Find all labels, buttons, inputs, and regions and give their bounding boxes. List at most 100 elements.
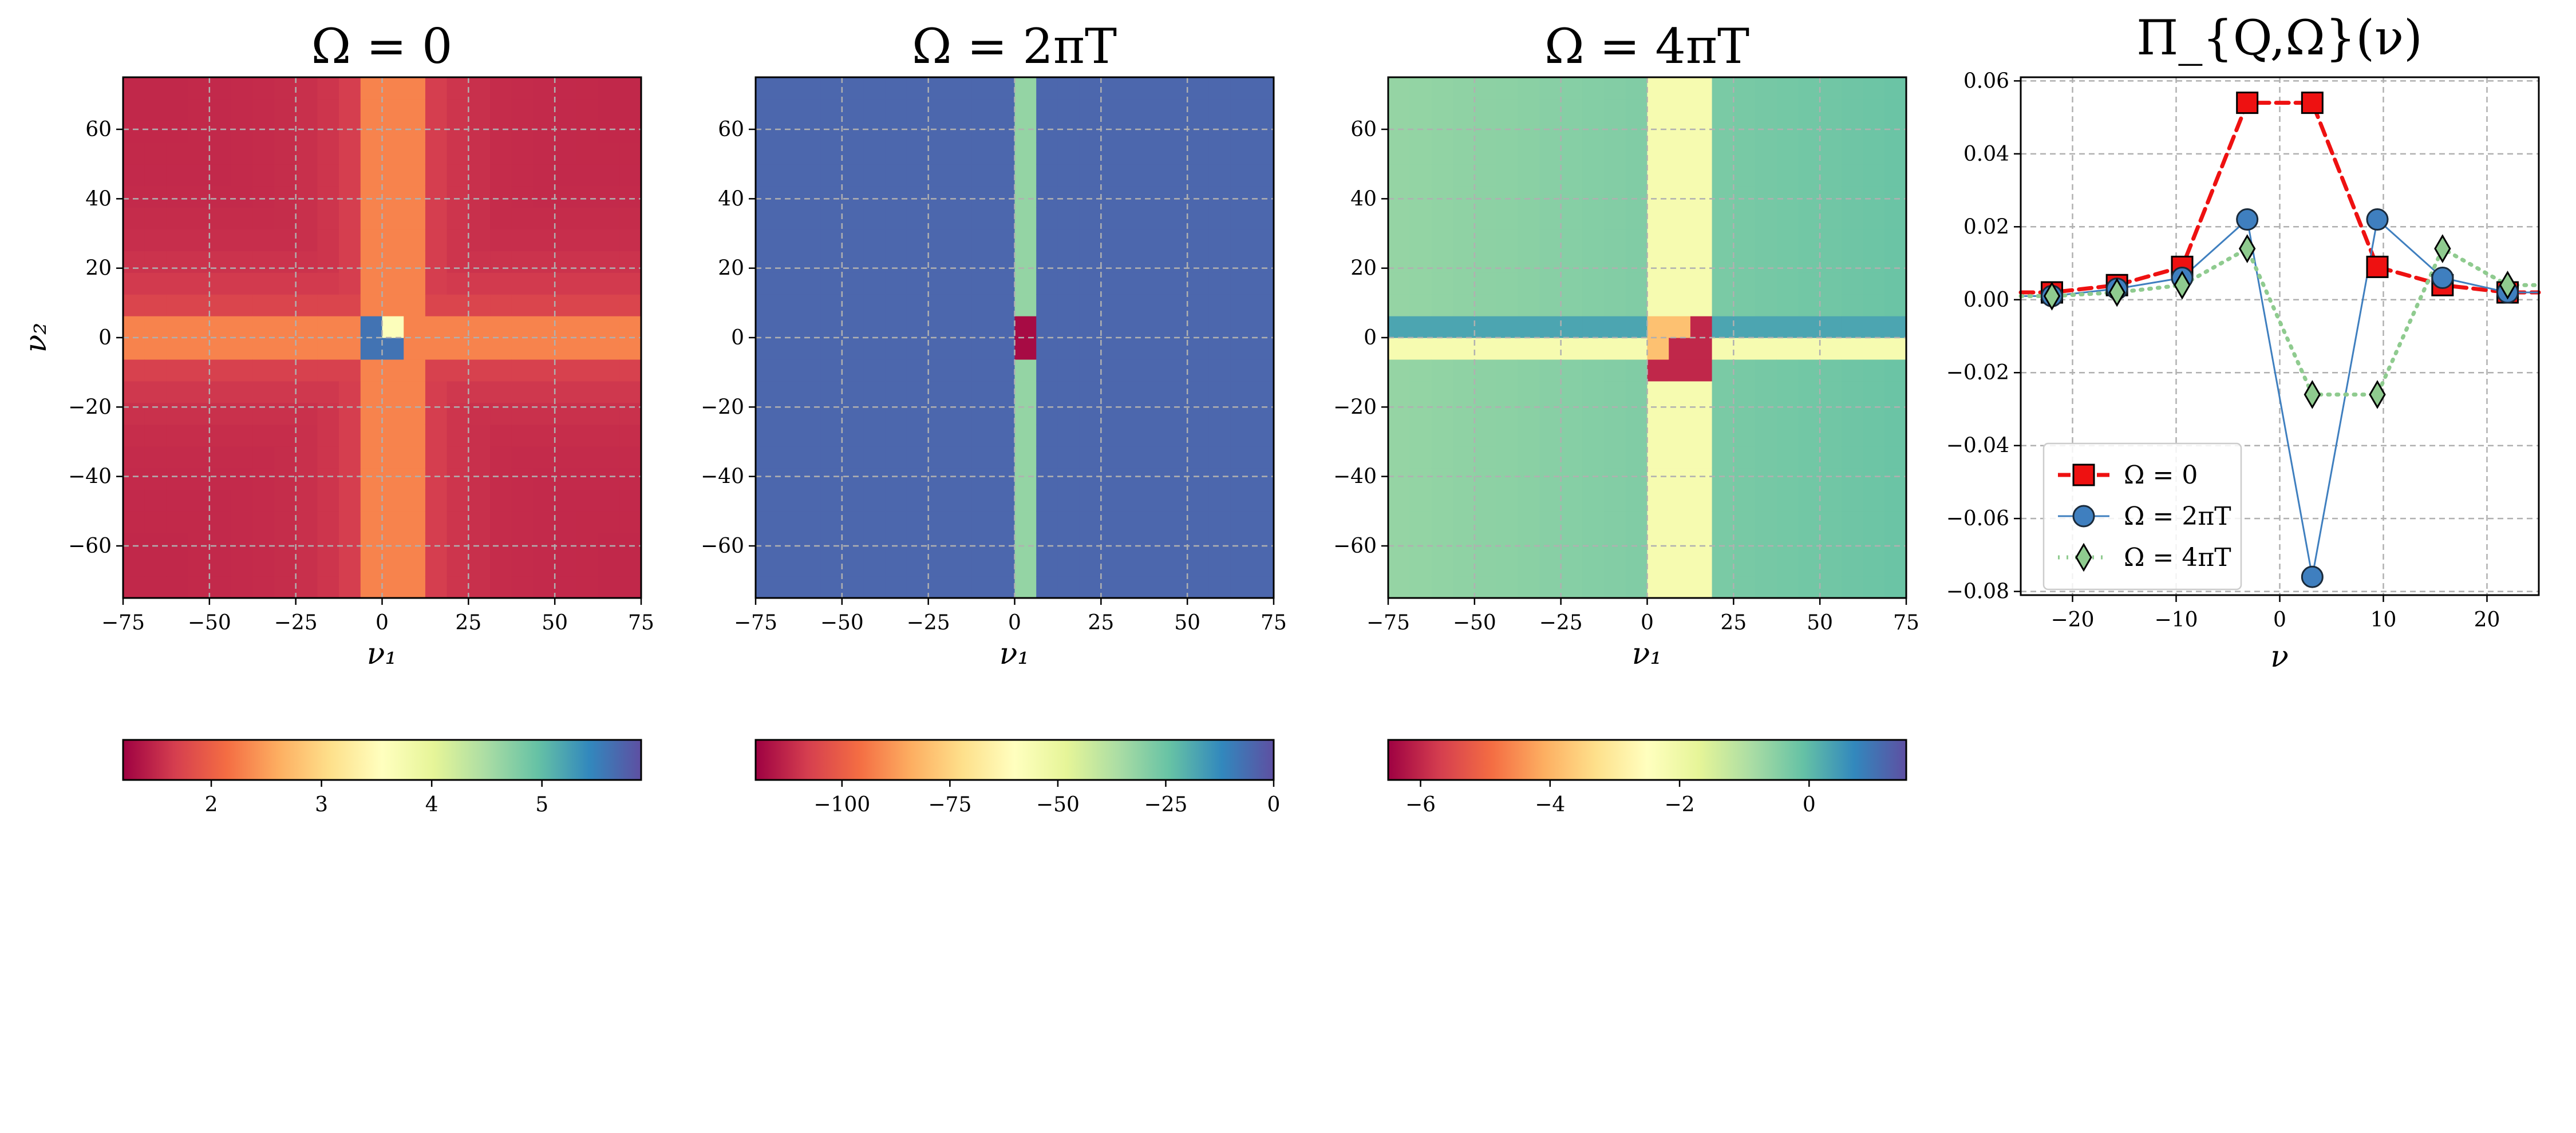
heatmap-cell	[841, 164, 864, 187]
heatmap-cell	[533, 272, 555, 295]
heatmap-cell	[1123, 533, 1145, 555]
heatmap-cell	[295, 446, 318, 469]
y-tick-label: −20	[68, 395, 112, 419]
heatmap-cell	[1863, 381, 1885, 403]
heatmap-cell	[885, 576, 907, 599]
heatmap-cell	[1604, 77, 1626, 100]
heatmap-cell	[295, 77, 318, 100]
heatmap-cell	[598, 554, 620, 577]
heatmap-cell	[1625, 468, 1648, 490]
heatmap-cell	[339, 142, 361, 165]
heatmap-cell	[533, 381, 555, 403]
heatmap-cell	[490, 424, 512, 447]
heatmap-cell	[619, 446, 642, 469]
heatmap-cell	[188, 338, 210, 360]
heatmap-cell	[1123, 98, 1145, 121]
heatmap-cell	[1014, 294, 1037, 316]
heatmap-cell	[317, 511, 339, 533]
heatmap-cell	[1560, 98, 1583, 121]
heatmap-cell	[598, 576, 620, 599]
heatmap-cell	[950, 164, 972, 187]
heatmap-cell	[1388, 272, 1411, 295]
heatmap-cell	[447, 294, 469, 316]
heatmap-cell	[252, 489, 275, 512]
heatmap-cell	[799, 511, 821, 533]
heatmap-cell	[1884, 381, 1907, 403]
heatmap-cell	[339, 554, 361, 577]
heatmap-cell	[1252, 446, 1274, 469]
heatmap-cell	[1230, 576, 1253, 599]
heatmap-cell	[188, 251, 210, 273]
heatmap-cell	[1712, 489, 1734, 512]
heatmap-cell	[1123, 446, 1145, 469]
heatmap-cell	[1079, 511, 1101, 533]
heatmap-cell	[576, 120, 599, 143]
heatmap-cell	[1388, 251, 1411, 273]
heatmap-cell	[928, 229, 950, 251]
heatmap-cell	[382, 533, 404, 555]
heatmap-cell	[1187, 468, 1210, 490]
heatmap-cell	[533, 77, 555, 100]
heatmap-cell	[1560, 381, 1583, 403]
heatmap-cell	[555, 402, 577, 425]
heatmap-cell	[1647, 402, 1669, 425]
heatmap-cell	[1453, 446, 1475, 469]
heatmap-cell	[1560, 576, 1583, 599]
heatmap-cell	[490, 554, 512, 577]
heatmap-cell	[1798, 359, 1820, 382]
heatmap-cell	[1431, 251, 1453, 273]
y-tick-label: 20	[1350, 257, 1377, 280]
heatmap-cell	[1798, 489, 1820, 512]
heatmap-cell	[1144, 251, 1167, 273]
heatmap-cell	[1496, 489, 1518, 512]
heatmap-cell	[1884, 402, 1907, 425]
heatmap-cell	[1431, 338, 1453, 360]
heatmap-cell	[1582, 533, 1605, 555]
heatmap-cell	[1079, 446, 1101, 469]
heatmap-cell	[339, 272, 361, 295]
heatmap-cell	[1187, 229, 1210, 251]
heatmap-cell	[555, 207, 577, 230]
y-tick-label: 0.04	[1963, 142, 2009, 166]
heatmap-cell	[1036, 533, 1058, 555]
heatmap-cell	[317, 294, 339, 316]
heatmap-cell	[841, 229, 864, 251]
heatmap-cell	[1144, 207, 1167, 230]
heatmap-cell	[1014, 164, 1037, 187]
heatmap-cell	[576, 142, 599, 165]
heatmap-cell	[820, 272, 843, 295]
heatmap-cell	[123, 185, 145, 208]
heatmap-cell	[1208, 402, 1231, 425]
heatmap-cell	[382, 359, 404, 382]
heatmap-cell	[1841, 77, 1864, 100]
heatmap-cell	[360, 272, 383, 295]
y-tick-label: −0.04	[1946, 434, 2009, 458]
heatmap-cell	[1884, 142, 1907, 165]
heatmap-cell	[1604, 381, 1626, 403]
heatmap-cell	[1474, 142, 1497, 165]
heatmap-cell	[447, 533, 469, 555]
heatmap-cell	[1474, 251, 1497, 273]
heatmap-cell	[1252, 120, 1274, 143]
heatmap-cell	[252, 359, 275, 382]
heatmap-cell	[1820, 120, 1842, 143]
heatmap-cell	[576, 489, 599, 512]
heatmap-cell	[1539, 272, 1562, 295]
heatmap-cell	[1733, 533, 1756, 555]
heatmap-cell	[1669, 446, 1691, 469]
heatmap-cell	[252, 251, 275, 273]
heatmap-cell	[1165, 554, 1188, 577]
heatmap-cell	[1539, 120, 1562, 143]
heatmap-cell	[820, 533, 843, 555]
heatmap-cell	[885, 381, 907, 403]
y-tick-label: 40	[85, 187, 112, 211]
heatmap-cell	[1755, 446, 1777, 469]
heatmap-cell	[1625, 511, 1648, 533]
heatmap-cell	[1625, 272, 1648, 295]
heatmap-cell	[317, 424, 339, 447]
heatmap-cell	[1057, 164, 1080, 187]
heatmap-cell	[1733, 272, 1756, 295]
heatmap-cell	[756, 402, 778, 425]
heatmap-cell	[863, 533, 886, 555]
